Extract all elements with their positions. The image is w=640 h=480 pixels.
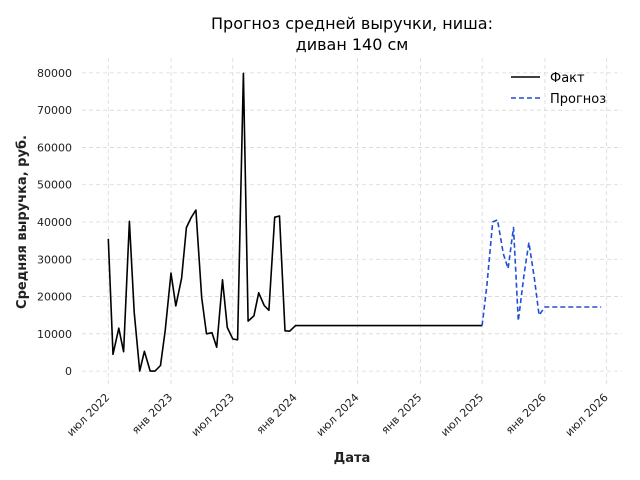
y-tick-label: 80000	[37, 67, 72, 80]
x-tick-label: янв 2024	[254, 391, 300, 437]
y-tick-label: 20000	[37, 291, 72, 304]
y-tick-label: 60000	[37, 141, 72, 154]
x-tick-label: июл 2024	[314, 391, 362, 439]
chart-title-line-2: диван 140 см	[296, 35, 409, 54]
y-tick-label: 70000	[37, 104, 72, 117]
x-tick-label: янв 2023	[129, 391, 175, 437]
chart-title-line-1: Прогноз средней выручки, ниша:	[211, 14, 493, 33]
x-axis-ticks: июл 2022 янв 2023 июл 2023 янв 2024 июл 2024…	[64, 391, 610, 439]
series-line-forecast	[481, 219, 602, 326]
legend-label-fact: Факт	[550, 71, 585, 86]
x-axis-label: Дата	[334, 451, 371, 466]
x-tick-label: июл 2022	[64, 391, 112, 439]
x-tick-label: июл 2023	[189, 391, 237, 439]
y-tick-label: 50000	[37, 179, 72, 192]
y-tick-label: 10000	[37, 328, 72, 341]
y-axis-label: Средняя выручка, руб.	[15, 135, 30, 309]
x-tick-label: янв 2026	[503, 391, 549, 437]
x-tick-label: янв 2025	[379, 391, 425, 437]
x-tick-label: июл 2026	[563, 391, 611, 439]
series-lines	[107, 72, 602, 372]
legend-label-forecast: Прогноз	[550, 92, 606, 107]
y-tick-label: 30000	[37, 253, 72, 266]
y-axis-ticks: 0 10000 20000 30000 40000 50000 60000 70000 8000…	[37, 67, 72, 378]
x-tick-label: июл 2025	[438, 391, 486, 439]
series-line-fact	[107, 72, 483, 372]
y-tick-label: 40000	[37, 216, 72, 229]
y-tick-label: 0	[65, 365, 72, 378]
grid	[82, 58, 622, 386]
legend: Факт Прогноз	[511, 71, 606, 107]
